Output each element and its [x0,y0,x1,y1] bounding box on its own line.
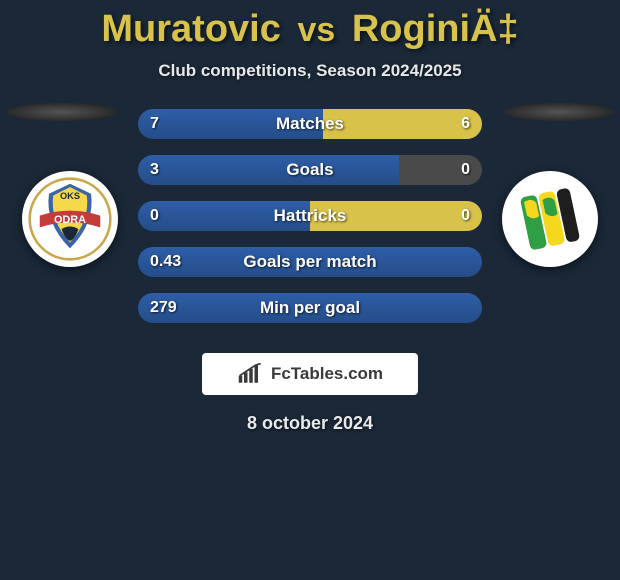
stat-bar-left [138,247,482,277]
stat-bar-left [138,109,323,139]
vs-text: vs [297,11,335,49]
stat-bar-right [399,155,482,185]
svg-text:ODRA: ODRA [54,214,86,226]
stat-bars: Matches76 Goals30 Hattricks00 Goals per mat… [138,109,482,339]
odra-badge-icon: OKS ODRA [28,177,112,261]
stat-row: Goals30 [138,155,482,185]
stat-row: Goals per match0.43 [138,247,482,277]
player2-silhouette [504,103,614,121]
svg-text:OKS: OKS [60,191,80,201]
snapshot-date: 8 october 2024 [0,413,620,434]
subtitle: Club competitions, Season 2024/2025 [0,61,620,81]
stat-bar-left [138,155,399,185]
player1-silhouette [6,103,116,121]
stat-bar-right [323,109,482,139]
stats-arena: OKS ODRA Matches76 Goals30 Hattricks00 Goal… [0,109,620,349]
stat-row: Hattricks00 [138,201,482,231]
branding-badge: FcTables.com [202,353,418,395]
player2-name: RoginiÄ‡ [352,8,519,50]
gks-badge-icon [508,177,592,261]
stat-row: Matches76 [138,109,482,139]
club-crest-left: OKS ODRA [22,171,118,267]
club-crest-right [502,171,598,267]
stat-bar-left [138,201,310,231]
player1-name: Muratovic [101,8,280,50]
bar-chart-icon [237,363,265,385]
stat-row: Min per goal279 [138,293,482,323]
comparison-title: Muratovic vs RoginiÄ‡ [0,0,620,51]
stat-bar-left [138,293,482,323]
stat-bar-right [310,201,482,231]
branding-text: FcTables.com [271,364,383,384]
